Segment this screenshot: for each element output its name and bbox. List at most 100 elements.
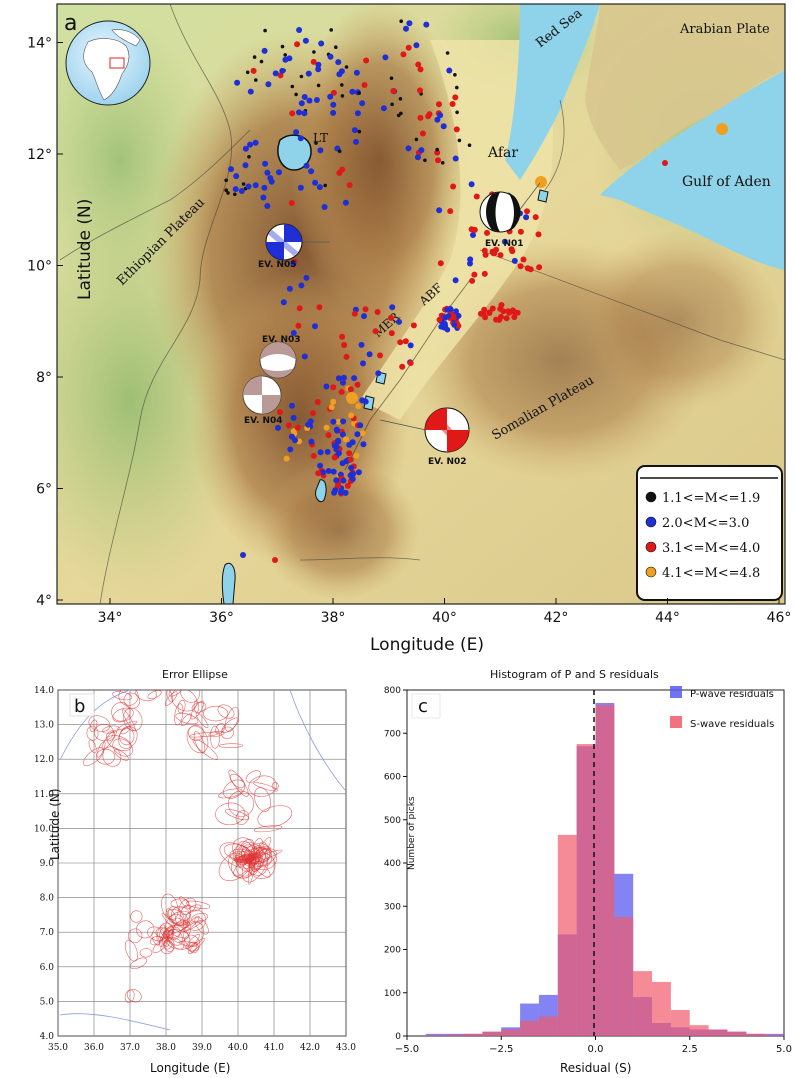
event-marker xyxy=(305,421,312,428)
event-marker xyxy=(340,418,347,425)
c-y-tick-label: 400 xyxy=(384,859,401,869)
c-y-tick-label: 700 xyxy=(384,729,401,739)
error-ellipse xyxy=(180,713,192,727)
event-marker xyxy=(242,145,249,152)
error-ellipse xyxy=(139,948,153,958)
event-marker xyxy=(414,154,421,161)
event-marker xyxy=(455,85,459,90)
error-ellipse xyxy=(228,790,255,817)
event-marker xyxy=(511,314,518,321)
event-marker xyxy=(451,314,458,321)
event-marker xyxy=(259,59,264,64)
error-ellipse xyxy=(203,705,229,722)
event-marker xyxy=(532,214,539,221)
event-marker xyxy=(280,44,285,49)
error-ellipse xyxy=(159,927,170,942)
event-marker xyxy=(497,252,504,259)
event-marker xyxy=(283,53,288,57)
event-marker xyxy=(357,422,364,429)
x-tick-label: 36° xyxy=(209,610,234,626)
event-marker xyxy=(250,67,257,74)
event-marker xyxy=(325,468,332,474)
event-marker xyxy=(252,139,259,146)
event-marker xyxy=(265,81,272,88)
error-ellipse xyxy=(118,726,138,749)
event-marker xyxy=(306,97,313,104)
x-tick-label: 46° xyxy=(767,610,792,626)
event-marker xyxy=(451,322,458,328)
event-marker xyxy=(245,183,252,190)
event-marker xyxy=(453,126,460,133)
error-ellipse-plot xyxy=(59,690,346,1031)
event-marker xyxy=(342,489,349,496)
event-marker xyxy=(405,145,412,152)
event-marker xyxy=(396,318,402,325)
event-marker xyxy=(436,316,443,323)
error-ellipse xyxy=(189,937,205,952)
event-marker xyxy=(294,41,301,48)
event-marker xyxy=(444,307,451,313)
error-ellipse xyxy=(163,921,191,935)
event-marker xyxy=(470,232,476,238)
event-marker xyxy=(242,162,249,169)
b-x-tick-label: 37.0 xyxy=(120,1043,140,1053)
p-residual-bar xyxy=(425,1033,445,1036)
event-marker xyxy=(294,424,301,431)
event-marker xyxy=(336,170,343,176)
event-marker xyxy=(283,455,290,462)
error-ellipse xyxy=(162,930,174,940)
legend-label: 4.1<=M<=4.8 xyxy=(662,566,760,581)
event-marker xyxy=(301,110,308,117)
s-residual-bar xyxy=(595,705,615,1036)
error-ellipse xyxy=(195,712,209,729)
error-ellipse xyxy=(102,746,122,767)
error-ellipse xyxy=(122,709,136,732)
s-residual-bar xyxy=(670,1010,690,1036)
error-ellipse xyxy=(162,926,174,939)
event-marker xyxy=(496,316,503,323)
histogram-legend: P-wave residuals S-wave residuals xyxy=(670,686,774,730)
error-ellipse xyxy=(147,926,166,942)
event-marker xyxy=(280,299,287,306)
c-x-tick-label: 2.5 xyxy=(682,1044,698,1055)
legend-marker xyxy=(645,491,657,503)
event-marker xyxy=(340,374,347,381)
b-x-tick-label: 35.0 xyxy=(48,1043,68,1053)
s-residual-bar xyxy=(444,1034,464,1036)
b-y-tick-label: 9.0 xyxy=(40,859,55,869)
event-marker xyxy=(262,160,269,167)
event-marker xyxy=(359,430,366,437)
event-marker xyxy=(282,56,289,63)
error-ellipse xyxy=(161,935,170,947)
event-marker xyxy=(316,83,321,88)
event-n05-label: EV. N05 xyxy=(258,260,297,270)
event-marker xyxy=(524,265,531,272)
error-ellipse xyxy=(228,769,249,797)
event-marker xyxy=(468,181,475,188)
legend-s-label: S-wave residuals xyxy=(690,719,774,730)
b-y-tick-label: 6.0 xyxy=(40,963,55,973)
event-marker xyxy=(314,141,318,145)
event-marker xyxy=(359,100,366,107)
event-marker xyxy=(351,127,358,134)
arabian-plate-label: Arabian Plate xyxy=(679,22,770,37)
b-x-tick-label: 36.0 xyxy=(84,1043,104,1053)
event-marker xyxy=(226,191,230,195)
event-marker xyxy=(330,101,337,108)
event-marker xyxy=(335,59,342,66)
event-n01-label: EV. N01 xyxy=(485,239,524,249)
event-marker xyxy=(396,113,401,118)
error-ellipse xyxy=(171,690,198,712)
event-marker xyxy=(342,436,349,443)
event-marker xyxy=(662,160,668,166)
event-marker xyxy=(406,20,413,27)
event-marker xyxy=(323,424,330,431)
event-marker xyxy=(347,386,354,393)
event-marker xyxy=(414,137,419,142)
error-ellipse xyxy=(96,741,106,758)
y-axis-label: Latitude (N) xyxy=(75,199,95,300)
s-residual-bar xyxy=(557,834,577,1036)
event-marker xyxy=(407,360,414,366)
event-marker xyxy=(388,330,395,337)
error-ellipse xyxy=(189,731,220,738)
